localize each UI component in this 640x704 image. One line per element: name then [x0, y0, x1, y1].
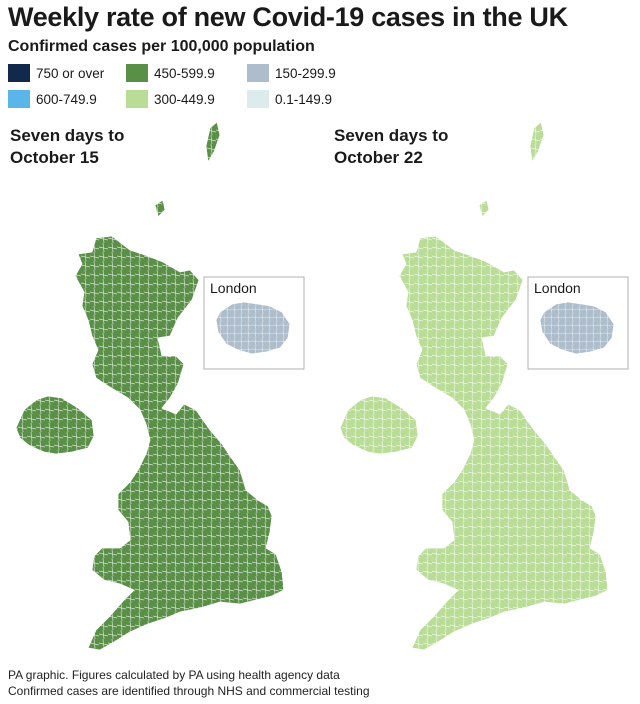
legend-swatch — [8, 90, 30, 108]
legend-item-450-599: 450-599.9 — [126, 64, 215, 82]
london-map — [539, 301, 615, 355]
uk-map-oct15 — [15, 121, 285, 651]
uk-map-oct22 — [339, 121, 609, 651]
panel-label-oct15: Seven days to October 15 — [10, 125, 124, 169]
london-inset-oct15 — [203, 276, 305, 370]
panel-label-line: Seven days to — [10, 126, 125, 145]
legend-item-0-149: 0.1-149.9 — [247, 90, 332, 108]
page-title: Weekly rate of new Covid-19 cases in the… — [8, 2, 568, 32]
legend-swatch — [126, 90, 148, 108]
legend-item-150-299: 150-299.9 — [247, 64, 336, 82]
legend-swatch — [247, 90, 269, 108]
legend-label: 600-749.9 — [36, 91, 97, 107]
legend-label: 300-449.9 — [154, 91, 215, 107]
london-inset-label: London — [210, 280, 257, 296]
legend-swatch — [126, 64, 148, 82]
legend-item-600-749: 600-749.9 — [8, 90, 97, 108]
legend-item-750-over: 750 or over — [8, 64, 104, 82]
boundary-lines — [339, 121, 609, 651]
page-subtitle: Confirmed cases per 100,000 population — [8, 38, 315, 55]
legend-label: 150-299.9 — [275, 65, 336, 81]
london-inset-label: London — [534, 280, 581, 296]
legend-swatch — [8, 64, 30, 82]
footnote-source: PA graphic. Figures calculated by PA usi… — [8, 668, 340, 682]
legend-label: 450-599.9 — [154, 65, 215, 81]
panel-label-oct22: Seven days to October 22 — [334, 125, 448, 169]
legend-swatch — [247, 64, 269, 82]
legend: 750 or over 600-749.9 450-599.9 300-449.… — [8, 64, 388, 110]
footnote-testing: Confirmed cases are identified through N… — [8, 684, 370, 698]
london-inset-oct22 — [527, 276, 629, 370]
panel-label-date: October 22 — [334, 148, 423, 167]
panel-label-date: October 15 — [10, 148, 99, 167]
panel-label-line: Seven days to — [334, 126, 449, 145]
boundary-lines — [15, 121, 285, 651]
legend-item-300-449: 300-449.9 — [126, 90, 215, 108]
london-map — [215, 301, 291, 355]
legend-label: 750 or over — [36, 65, 105, 81]
legend-label: 0.1-149.9 — [275, 91, 333, 107]
